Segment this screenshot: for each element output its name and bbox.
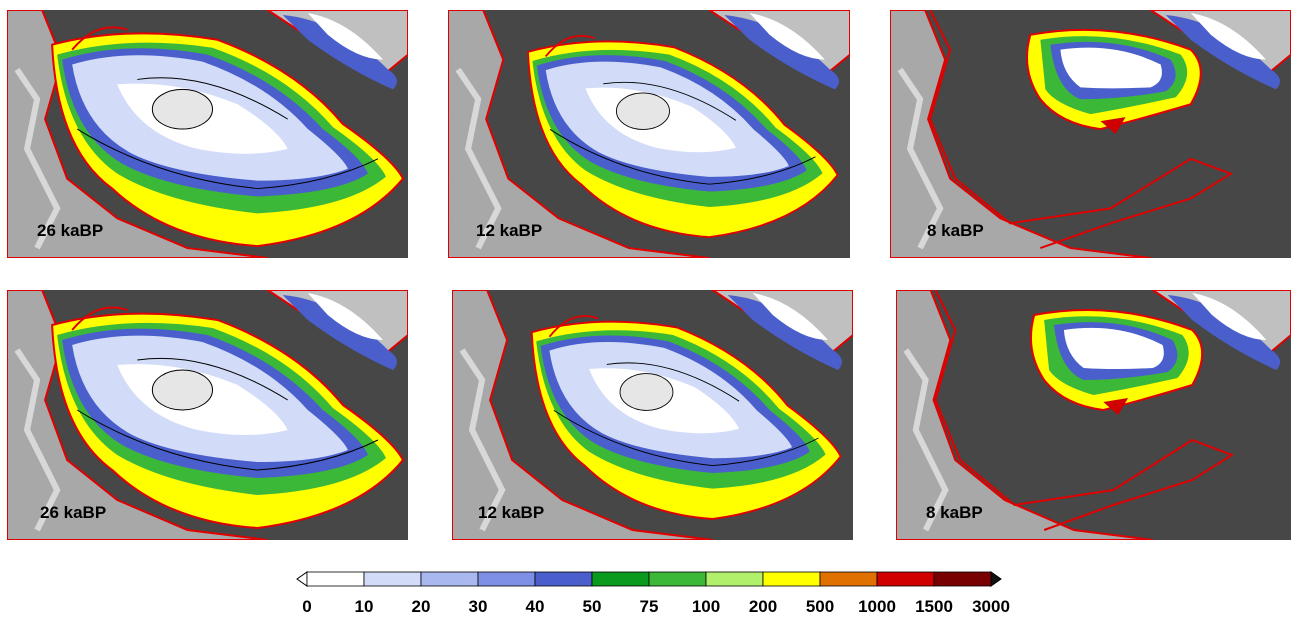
colorbar-box	[363, 571, 422, 587]
colorbar-label: 0	[302, 597, 311, 616]
colorbar-label: 3000	[972, 597, 1010, 616]
colorbar-box	[933, 571, 992, 587]
colorbar-label: 200	[749, 597, 777, 616]
colorbar-label: 20	[412, 597, 431, 616]
colorbar-label: 40	[526, 597, 545, 616]
map-panel: 8 kaBP	[896, 290, 1291, 540]
panel-label: 8 kaBP	[927, 221, 984, 240]
map-panel: 26 kaBP	[7, 290, 408, 540]
colorbar-box	[819, 571, 878, 587]
colorbar-box	[591, 571, 650, 587]
panel-label: 26 kaBP	[40, 503, 106, 522]
colorbar-under	[296, 571, 308, 587]
colorbar-box	[477, 571, 536, 587]
colorbar-label: 75	[640, 597, 659, 616]
colorbar-label: 1500	[915, 597, 953, 616]
colorbar-label: 500	[806, 597, 834, 616]
map-panel: 12 kaBP	[452, 290, 853, 540]
colorbar-label: 50	[583, 597, 602, 616]
map-panel: 12 kaBP	[448, 10, 850, 258]
map-panel: 8 kaBP	[890, 10, 1291, 258]
colorbar-box	[648, 571, 707, 587]
colorbar-label: 100	[692, 597, 720, 616]
colorbar: 0 10 20 30 40 50 75 100 200 500 1000 1500 3000	[296, 571, 1010, 616]
colorbar-over	[990, 571, 1002, 587]
colorbar-box	[306, 571, 365, 587]
panel-label: 12 kaBP	[478, 503, 544, 522]
colorbar-box	[534, 571, 593, 587]
panel-label: 12 kaBP	[476, 221, 542, 240]
colorbar-box	[420, 571, 479, 587]
colorbar-label: 10	[355, 597, 374, 616]
panel-label: 26 kaBP	[37, 221, 103, 240]
map-panel: 26 kaBP	[7, 10, 408, 258]
colorbar-box	[705, 571, 764, 587]
colorbar-box	[762, 571, 821, 587]
colorbar-box	[876, 571, 935, 587]
colorbar-label: 30	[469, 597, 488, 616]
panel-label: 8 kaBP	[926, 503, 983, 522]
colorbar-label: 1000	[858, 597, 896, 616]
